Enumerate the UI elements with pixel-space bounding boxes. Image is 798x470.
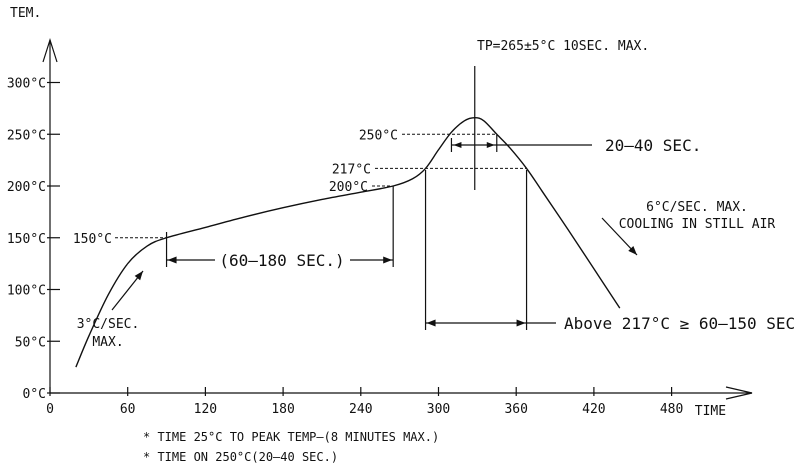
level-217-label: 217°C [332, 162, 371, 177]
y-axis-arrow [42, 38, 58, 63]
reflow-curve [75, 116, 621, 368]
y-axis-label: TEM. [10, 6, 41, 21]
axes: 0°C 50°C 100°C 150°C 200°C 250°C 300°C 0 60 120 18… [7, 6, 753, 419]
y-tick-label: 200°C [7, 180, 46, 195]
dim-250-arrow-left [453, 142, 462, 148]
x-tick-label: 360 [504, 402, 527, 417]
preheat-arrow-left [167, 256, 177, 264]
x-tick-label: 480 [660, 402, 683, 417]
y-tick-label: 0°C [23, 387, 46, 402]
cooling-label-2: COOLING IN STILL AIR [619, 217, 776, 232]
level-200-label: 200°C [329, 180, 368, 195]
ramp-up-arrowhead [134, 271, 143, 281]
x-tick-label: 60 [120, 402, 136, 417]
peak-label: TP=265±5°C 10SEC. MAX. [477, 39, 649, 54]
x-tick-label: 420 [582, 402, 605, 417]
annotations: 150°C 200°C 217°C 250°C TP=265±5°C 10SEC. MA… [73, 39, 798, 464]
level-150-label: 150°C [73, 232, 112, 247]
above217-label: Above 217°C ≥ 60–150 SEC. [564, 314, 798, 333]
x-tick-label: 180 [271, 402, 294, 417]
marks [75, 116, 621, 368]
x-axis-label: TIME [695, 404, 726, 419]
x-tick-label: 120 [194, 402, 217, 417]
time-at-250-label: 20–40 SEC. [605, 136, 701, 155]
y-tick-label: 50°C [15, 335, 46, 350]
y-tick-label: 100°C [7, 284, 46, 299]
cooling-arrowhead [628, 246, 637, 255]
x-tick-label: 0 [46, 402, 54, 417]
footnote-2: * TIME ON 250°C(20–40 SEC.) [143, 450, 338, 464]
y-tick-label: 250°C [7, 128, 46, 143]
preheat-arrow-right [383, 256, 393, 264]
footnote-1: * TIME 25°C TO PEAK TEMP–(8 MINUTES MAX.… [143, 430, 439, 444]
x-axis-arrow [725, 386, 753, 400]
y-tick-label: 300°C [7, 77, 46, 92]
preheat-label: (60–180 SEC.) [219, 251, 344, 270]
x-tick-label: 240 [349, 402, 372, 417]
cooling-label-1: 6°C/SEC. MAX. [646, 200, 748, 215]
ramp-up-label-1: 3°C/SEC. [77, 317, 140, 332]
dim-250-arrow-right [486, 142, 495, 148]
above217-arrow-left [426, 319, 436, 327]
level-250-label: 250°C [359, 128, 398, 143]
ramp-up-label-2: MAX. [92, 335, 123, 350]
above217-arrow-right [516, 319, 526, 327]
x-tick-label: 300 [427, 402, 450, 417]
y-tick-label: 150°C [7, 232, 46, 247]
